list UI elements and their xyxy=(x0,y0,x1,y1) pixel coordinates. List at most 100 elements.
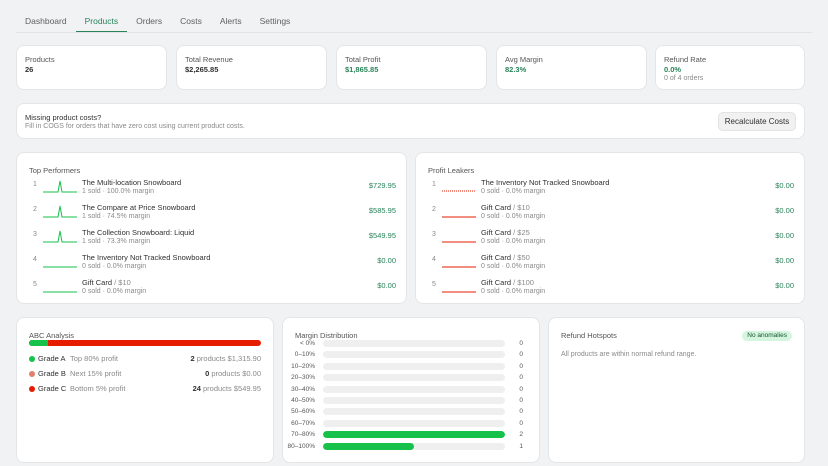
grade-description: Top 80% profit xyxy=(70,354,118,363)
stat-label: Refund Rate xyxy=(664,55,707,64)
margin-bin-bar xyxy=(323,442,414,450)
abc-share-bar-grade-a xyxy=(29,340,48,346)
margin-bin-row: 20–30% 0 xyxy=(291,373,523,383)
grade-name: Grade B xyxy=(38,369,66,378)
tab-products[interactable]: Products xyxy=(75,10,128,32)
grade-amount: $549.95 xyxy=(233,384,261,393)
margin-bin-label: 0–10% xyxy=(294,351,315,359)
banner-title: Missing product costs? xyxy=(25,113,102,122)
rank-number: 2 xyxy=(432,206,436,213)
tab-alerts[interactable]: Alerts xyxy=(219,16,242,26)
rank-number: 5 xyxy=(33,281,37,288)
grade-dot xyxy=(29,356,35,362)
product-variant: / $10 xyxy=(513,203,530,212)
product-amount: $0.00 xyxy=(775,206,794,215)
product-name: The Collection Snowboard: Liquid xyxy=(82,228,195,237)
stat-subtext: 0 of 4 orders xyxy=(664,75,704,82)
list-item[interactable]: 1 The Inventory Not Tracked Snowboard 0 so… xyxy=(428,178,794,198)
rank-number: 2 xyxy=(33,206,37,213)
product-name-line: Gift Card / $10 xyxy=(481,203,530,212)
rank-number: 1 xyxy=(33,181,37,188)
product-name-line: The Inventory Not Tracked Snowboard xyxy=(481,178,609,187)
profit-leakers-title: Profit Leakers xyxy=(428,166,475,175)
list-item[interactable]: 2 The Compare at Price Snowboard 1 sold · … xyxy=(29,203,396,223)
product-meta: 0 sold · 0.0% margin xyxy=(481,188,546,195)
rank-number: 4 xyxy=(33,256,37,263)
stat-card-total-revenue: Total Revenue $2,265.85 xyxy=(176,45,327,90)
product-variant: / $100 xyxy=(513,278,534,287)
margin-bin-row: 80–100% 1 xyxy=(288,442,523,452)
grade-count: 2 xyxy=(190,354,195,363)
tab-costs[interactable]: Costs xyxy=(180,16,202,26)
list-item[interactable]: 5 Gift Card / $100 0 sold · 0.0% margin $0.… xyxy=(428,278,794,298)
list-item[interactable]: 3 Gift Card / $25 0 sold · 0.0% margin $0.0… xyxy=(428,228,794,248)
margin-bin-track xyxy=(323,431,505,439)
margin-bin-track xyxy=(323,419,505,427)
product-meta: 0 sold · 0.0% margin xyxy=(82,288,147,295)
sparkline xyxy=(442,266,476,268)
margin-bin-count: 0 xyxy=(519,408,523,416)
list-item[interactable]: 2 Gift Card / $10 0 sold · 0.0% margin $0.0… xyxy=(428,203,794,223)
grade-name: Grade A xyxy=(38,354,66,363)
product-name: Gift Card xyxy=(481,203,512,212)
product-meta: 1 sold · 100.0% margin xyxy=(82,188,154,195)
margin-bin-count: 0 xyxy=(519,374,523,382)
grade-amount: $1,315.90 xyxy=(227,354,261,363)
product-amount: $0.00 xyxy=(377,281,396,290)
banner-text: Fill in COGS for orders that have zero c… xyxy=(25,123,245,130)
sparkline xyxy=(43,205,77,218)
margin-bin-count: 0 xyxy=(519,385,523,393)
sparkline xyxy=(442,241,476,243)
grade-amount: $0.00 xyxy=(242,369,261,378)
list-item[interactable]: 4 The Inventory Not Tracked Snowboard 0 so… xyxy=(29,253,396,273)
grade-name: Grade C xyxy=(38,384,67,393)
grade-summary: 0 products $0.00 xyxy=(205,369,261,378)
top-performers-card: Top Performers 1 The Multi-location Snowb… xyxy=(16,152,407,304)
product-amount: $0.00 xyxy=(775,181,794,190)
sparkline xyxy=(43,291,77,293)
abc-share-bar xyxy=(29,340,261,346)
grade-summary: 2 products $1,315.90 xyxy=(190,354,261,363)
margin-bin-count: 0 xyxy=(519,351,523,359)
stat-label: Total Profit xyxy=(345,55,381,64)
rank-number: 4 xyxy=(432,256,436,263)
stat-card-avg-margin: Avg Margin 82.3% xyxy=(496,45,647,90)
refund-hotspots-card: Refund Hotspots No anomalies All product… xyxy=(548,317,805,463)
tab-orders[interactable]: Orders xyxy=(136,16,163,26)
rank-number: 5 xyxy=(432,281,436,288)
grade-dot xyxy=(29,371,35,377)
product-name-line: Gift Card / $10 xyxy=(82,278,131,287)
sparkline xyxy=(43,230,77,243)
margin-bin-track xyxy=(323,385,505,393)
top-performers-title: Top Performers xyxy=(29,166,81,175)
product-name-line: Gift Card / $50 xyxy=(481,253,530,262)
profit-leakers-card: Profit Leakers 1 The Inventory Not Tracke… xyxy=(415,152,805,304)
grade-unit: products xyxy=(203,384,232,393)
sparkline xyxy=(442,291,476,293)
tab-settings[interactable]: Settings xyxy=(259,16,291,26)
margin-bin-row: 60–70% 0 xyxy=(291,419,523,429)
sparkline xyxy=(442,216,476,218)
product-name-line: Gift Card / $100 xyxy=(481,278,534,287)
margin-bin-label: 70–80% xyxy=(291,431,315,439)
list-item[interactable]: 1 The Multi-location Snowboard 1 sold · 10… xyxy=(29,178,396,198)
list-item[interactable]: 5 Gift Card / $10 0 sold · 0.0% margin $0.0… xyxy=(29,278,396,298)
rank-number: 3 xyxy=(432,231,436,238)
list-item[interactable]: 4 Gift Card / $50 0 sold · 0.0% margin $0.0… xyxy=(428,253,794,273)
stat-value: 82.3% xyxy=(505,65,527,74)
recalculate-costs-button[interactable]: Recalculate Costs xyxy=(718,112,796,131)
product-variant: / $25 xyxy=(513,228,530,237)
product-name-line: Gift Card / $25 xyxy=(481,228,530,237)
margin-bin-label: 20–30% xyxy=(291,374,315,382)
product-name: Gift Card xyxy=(481,278,512,287)
margin-bin-row: 40–50% 0 xyxy=(291,396,523,406)
product-amount: $0.00 xyxy=(775,281,794,290)
product-amount: $0.00 xyxy=(775,231,794,240)
sparkline xyxy=(43,266,77,268)
product-variant: / $10 xyxy=(114,278,131,287)
margin-bin-track xyxy=(323,408,505,416)
margin-bin-label: 10–20% xyxy=(291,362,315,370)
list-item[interactable]: 3 The Collection Snowboard: Liquid 1 sold … xyxy=(29,228,396,248)
rank-number: 1 xyxy=(432,181,436,188)
tab-dashboard[interactable]: Dashboard xyxy=(25,16,67,26)
